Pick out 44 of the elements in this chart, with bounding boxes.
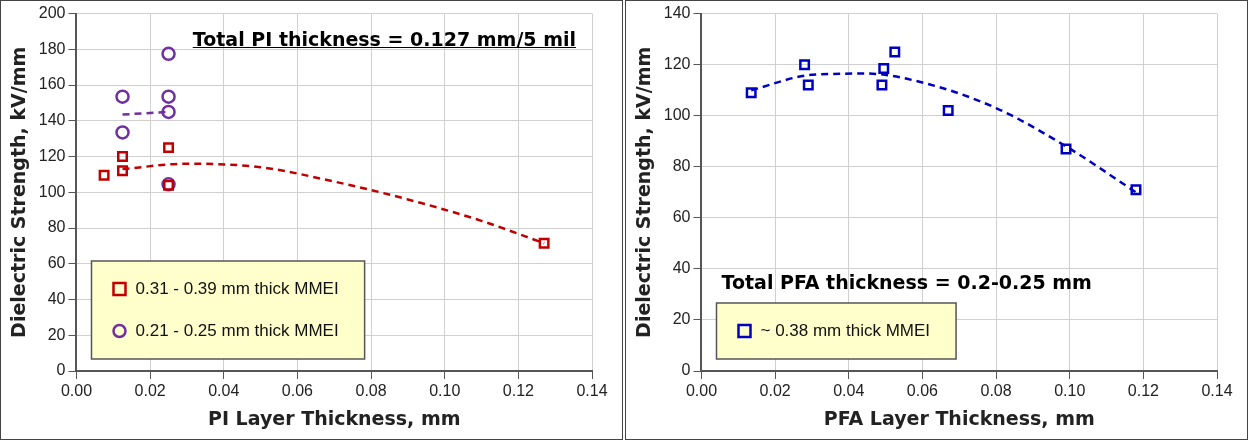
y-tick-label: 80 xyxy=(47,218,66,236)
x-tick-label: 0.08 xyxy=(355,382,387,400)
y-tick-label: 20 xyxy=(672,310,691,328)
x-tick-label: 0.10 xyxy=(1054,382,1086,400)
y-tick-label: 60 xyxy=(672,208,691,226)
y-tick-label: 140 xyxy=(663,4,691,22)
x-tick-label: 0.12 xyxy=(502,382,535,400)
legend-label: ~ 0.38 mm thick MMEI xyxy=(760,320,931,340)
x-tick-label: 0.10 xyxy=(429,382,461,400)
annotation: Total PI thickness = 0.127 mm/5 mil xyxy=(192,27,576,50)
x-tick-label: 0.06 xyxy=(281,382,314,400)
y-tick-label: 140 xyxy=(38,111,66,129)
annotation: Total PFA thickness = 0.2-0.25 mm xyxy=(721,271,1092,293)
x-tick-label: 0.06 xyxy=(906,382,939,400)
y-tick-label: 0 xyxy=(681,361,691,379)
legend-label: 0.31 - 0.39 mm thick MMEI xyxy=(135,278,339,298)
y-tick-label: 20 xyxy=(47,325,66,343)
x-tick-label: 0.14 xyxy=(576,382,608,400)
x-tick-label: 0.12 xyxy=(1127,382,1160,400)
x-tick-label: 0.04 xyxy=(833,382,865,400)
y-tick-label: 40 xyxy=(47,289,66,307)
y-tick-label: 80 xyxy=(672,157,691,175)
x-tick-label: 0.00 xyxy=(60,382,93,400)
legend-label: 0.21 - 0.25 mm thick MMEI xyxy=(135,320,339,340)
x-tick-label: 0.08 xyxy=(980,382,1012,400)
y-tick-label: 200 xyxy=(38,4,66,22)
y-tick-label: 120 xyxy=(663,55,691,73)
y-axis-title: Dielectric Strength, kV/mm xyxy=(632,46,655,338)
y-tick-label: 0 xyxy=(56,361,66,379)
x-tick-label: 0.02 xyxy=(134,382,166,400)
y-tick-label: 180 xyxy=(38,39,66,57)
y-tick-label: 120 xyxy=(38,146,66,164)
y-tick-label: 100 xyxy=(663,106,691,124)
y-tick-label: 160 xyxy=(38,75,66,93)
y-tick-label: 60 xyxy=(47,254,66,272)
x-tick-label: 0.04 xyxy=(208,382,240,400)
y-axis-title: Dielectric Strength, kV/mm xyxy=(7,46,30,338)
x-axis-title: PFA Layer Thickness, mm xyxy=(823,406,1095,429)
x-axis-title: PI Layer Thickness, mm xyxy=(207,406,461,429)
y-tick-label: 40 xyxy=(672,259,691,277)
x-tick-label: 0.02 xyxy=(759,382,791,400)
x-tick-label: 0.14 xyxy=(1201,382,1233,400)
x-tick-label: 0.00 xyxy=(685,382,718,400)
y-tick-label: 100 xyxy=(38,182,66,200)
